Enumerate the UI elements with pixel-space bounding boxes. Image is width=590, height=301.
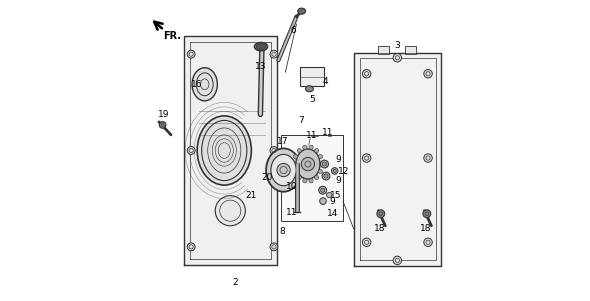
Ellipse shape [271, 154, 296, 186]
Ellipse shape [319, 154, 323, 159]
Ellipse shape [277, 163, 290, 177]
Ellipse shape [424, 238, 432, 247]
Text: 16: 16 [191, 80, 203, 89]
Text: 8: 8 [279, 227, 284, 236]
Ellipse shape [332, 168, 338, 174]
Bar [300, 67, 324, 86]
Ellipse shape [303, 179, 307, 183]
Ellipse shape [306, 86, 313, 92]
Text: 11: 11 [286, 208, 298, 217]
Text: 6: 6 [291, 26, 296, 35]
Polygon shape [353, 53, 441, 266]
Ellipse shape [319, 186, 327, 194]
Ellipse shape [215, 196, 245, 226]
Ellipse shape [322, 172, 330, 180]
Text: 13: 13 [255, 62, 266, 71]
Text: 7: 7 [298, 116, 304, 125]
Text: 11: 11 [322, 128, 334, 137]
Ellipse shape [256, 44, 266, 50]
Text: 10: 10 [286, 182, 298, 191]
Bar [405, 46, 417, 54]
Ellipse shape [298, 8, 306, 14]
Ellipse shape [309, 145, 313, 149]
Ellipse shape [362, 238, 371, 247]
Ellipse shape [187, 147, 195, 154]
Text: 11: 11 [306, 131, 317, 140]
Ellipse shape [297, 175, 301, 180]
Text: 4: 4 [322, 77, 328, 86]
Text: 18: 18 [373, 224, 385, 233]
Ellipse shape [159, 122, 166, 128]
Text: 3: 3 [395, 41, 400, 50]
Polygon shape [183, 36, 277, 265]
Text: 9: 9 [336, 176, 342, 185]
Ellipse shape [393, 54, 402, 62]
Ellipse shape [377, 210, 385, 218]
Ellipse shape [303, 145, 307, 149]
Ellipse shape [362, 154, 371, 162]
Ellipse shape [293, 169, 297, 174]
Ellipse shape [320, 160, 329, 168]
Ellipse shape [266, 148, 301, 192]
Ellipse shape [270, 243, 278, 251]
Text: 2: 2 [232, 278, 238, 287]
Bar [378, 46, 389, 54]
Text: 21: 21 [245, 191, 257, 200]
Ellipse shape [197, 116, 251, 185]
Bar [281, 135, 343, 221]
Text: 15: 15 [330, 191, 342, 200]
Text: 9: 9 [330, 197, 336, 206]
Ellipse shape [320, 198, 326, 204]
Text: FR.: FR. [163, 31, 181, 41]
Ellipse shape [393, 256, 402, 265]
Text: 19: 19 [158, 110, 170, 119]
Text: 9: 9 [336, 155, 342, 164]
Ellipse shape [424, 154, 432, 162]
Ellipse shape [297, 148, 301, 153]
Ellipse shape [324, 174, 328, 178]
Ellipse shape [293, 154, 297, 159]
Ellipse shape [362, 70, 371, 78]
Ellipse shape [270, 50, 278, 58]
Ellipse shape [322, 162, 327, 166]
Ellipse shape [254, 42, 268, 51]
Ellipse shape [309, 179, 313, 183]
Ellipse shape [301, 157, 314, 171]
Ellipse shape [320, 162, 324, 166]
Ellipse shape [423, 210, 431, 218]
Text: 20: 20 [261, 173, 273, 182]
Ellipse shape [296, 149, 320, 179]
Ellipse shape [292, 162, 296, 166]
Ellipse shape [424, 70, 432, 78]
Ellipse shape [192, 68, 217, 101]
Text: 5: 5 [309, 95, 314, 104]
Text: 14: 14 [327, 209, 338, 218]
Ellipse shape [270, 147, 278, 154]
Text: 12: 12 [337, 167, 349, 176]
Ellipse shape [314, 175, 319, 180]
Text: 18: 18 [420, 224, 432, 233]
Ellipse shape [327, 192, 332, 198]
Ellipse shape [187, 50, 195, 58]
Ellipse shape [320, 188, 325, 192]
Ellipse shape [187, 243, 195, 251]
Ellipse shape [319, 169, 323, 174]
Text: 17: 17 [277, 137, 289, 146]
Ellipse shape [314, 148, 319, 153]
